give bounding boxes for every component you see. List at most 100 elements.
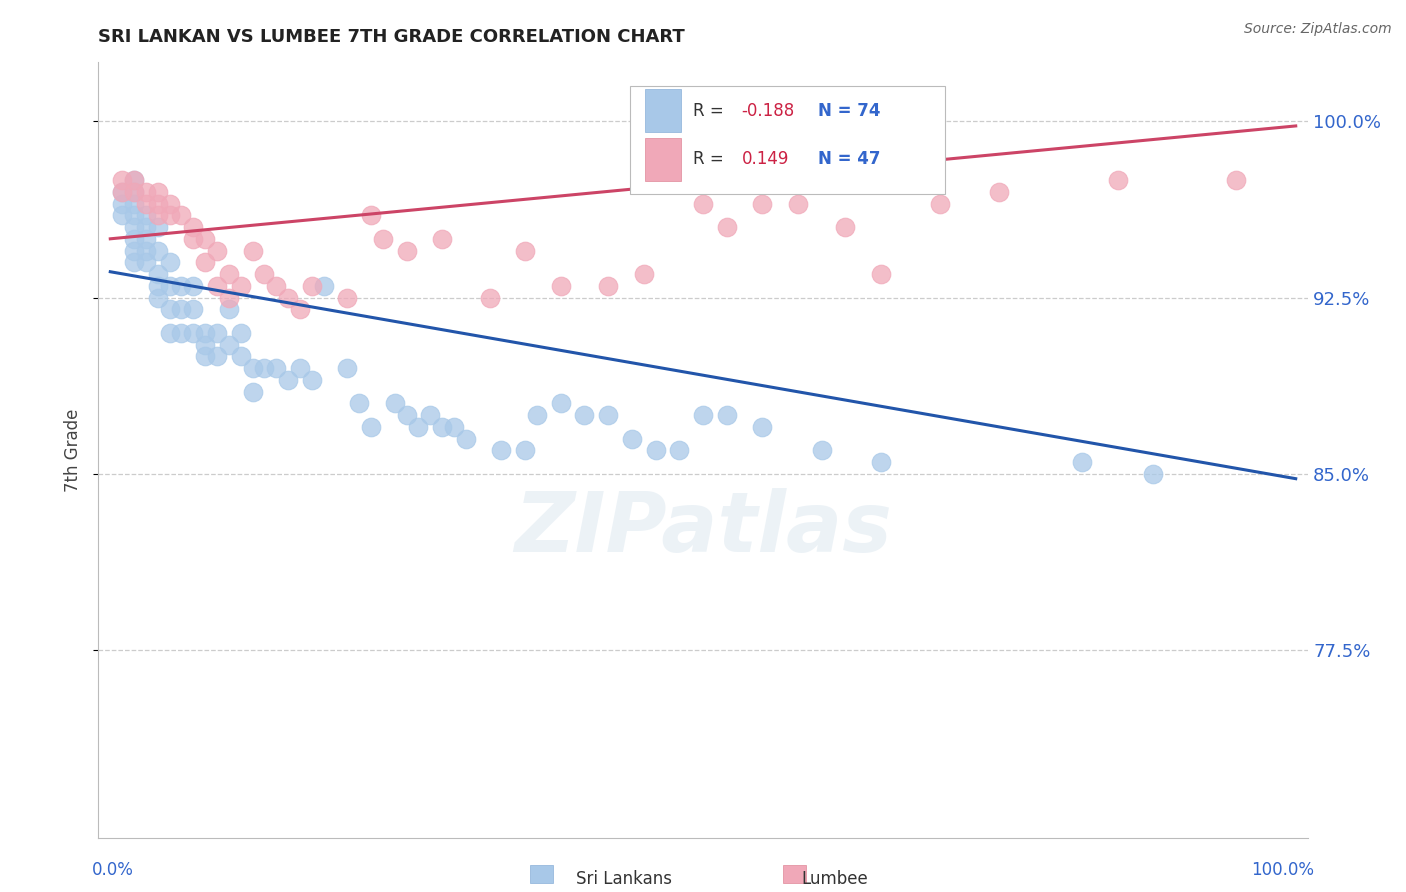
Text: Lumbee: Lumbee: [801, 870, 868, 888]
Point: [751, 420, 773, 434]
Point: [633, 267, 655, 281]
Point: [181, 232, 204, 246]
Point: [620, 432, 643, 446]
Point: [111, 185, 134, 199]
Point: [550, 278, 572, 293]
Text: SRI LANKAN VS LUMBEE 7TH GRADE CORRELATION CHART: SRI LANKAN VS LUMBEE 7TH GRADE CORRELATI…: [98, 28, 685, 45]
Point: [515, 244, 537, 258]
Point: [229, 350, 252, 364]
Point: [716, 220, 738, 235]
Text: Source: ZipAtlas.com: Source: ZipAtlas.com: [1244, 22, 1392, 37]
Point: [454, 432, 477, 446]
Point: [159, 208, 181, 222]
Point: [395, 244, 418, 258]
Point: [111, 185, 134, 199]
Point: [336, 291, 359, 305]
Point: [288, 361, 311, 376]
Bar: [783, 865, 806, 883]
Point: [574, 408, 596, 422]
Point: [988, 185, 1011, 199]
Point: [170, 278, 193, 293]
Text: N = 74: N = 74: [818, 102, 880, 120]
Point: [443, 420, 465, 434]
Point: [146, 208, 169, 222]
Point: [181, 220, 204, 235]
Point: [550, 396, 572, 410]
Point: [159, 326, 181, 340]
Point: [218, 302, 240, 317]
Point: [253, 267, 276, 281]
Point: [384, 396, 406, 410]
Point: [668, 443, 690, 458]
Point: [301, 278, 323, 293]
Point: [371, 232, 394, 246]
Point: [159, 255, 181, 269]
Point: [1142, 467, 1164, 481]
Point: [170, 326, 193, 340]
Bar: [530, 865, 553, 883]
Point: [135, 232, 157, 246]
Point: [515, 443, 537, 458]
Point: [122, 173, 145, 187]
Text: R =: R =: [693, 102, 730, 120]
Point: [360, 208, 382, 222]
FancyBboxPatch shape: [630, 86, 945, 194]
Text: R =: R =: [693, 151, 734, 169]
Point: [111, 173, 134, 187]
Y-axis label: 7th Grade: 7th Grade: [65, 409, 83, 492]
Point: [135, 208, 157, 222]
Point: [218, 291, 240, 305]
Point: [336, 361, 359, 376]
Point: [205, 244, 228, 258]
Point: [491, 443, 513, 458]
Point: [242, 361, 264, 376]
Point: [277, 291, 299, 305]
Point: [122, 244, 145, 258]
Point: [146, 196, 169, 211]
Point: [598, 408, 620, 422]
Point: [194, 337, 217, 351]
Text: 100.0%: 100.0%: [1251, 861, 1315, 879]
Point: [253, 361, 276, 376]
Point: [692, 196, 714, 211]
Point: [264, 278, 287, 293]
Point: [312, 278, 335, 293]
Point: [218, 337, 240, 351]
Point: [135, 220, 157, 235]
Point: [264, 361, 287, 376]
Point: [135, 196, 157, 211]
Point: [181, 278, 204, 293]
Point: [869, 267, 891, 281]
Point: [277, 373, 299, 387]
Point: [194, 326, 217, 340]
Point: [194, 232, 217, 246]
Point: [122, 185, 145, 199]
Point: [122, 232, 145, 246]
Point: [786, 196, 808, 211]
Point: [146, 244, 169, 258]
Text: 0.149: 0.149: [742, 151, 789, 169]
Point: [170, 302, 193, 317]
Point: [181, 302, 204, 317]
Point: [122, 173, 145, 187]
Text: 0.0%: 0.0%: [91, 861, 134, 879]
Point: [205, 350, 228, 364]
Text: Sri Lankans: Sri Lankans: [576, 870, 672, 888]
Point: [146, 220, 169, 235]
Point: [1107, 173, 1129, 187]
Point: [408, 420, 430, 434]
Point: [146, 278, 169, 293]
Point: [242, 384, 264, 399]
Point: [1225, 173, 1247, 187]
Point: [692, 408, 714, 422]
Point: [135, 244, 157, 258]
Point: [146, 185, 169, 199]
Point: [194, 350, 217, 364]
Point: [810, 443, 832, 458]
Point: [205, 326, 228, 340]
Point: [159, 278, 181, 293]
Point: [644, 443, 666, 458]
Point: [229, 326, 252, 340]
Point: [229, 278, 252, 293]
FancyBboxPatch shape: [645, 89, 682, 132]
